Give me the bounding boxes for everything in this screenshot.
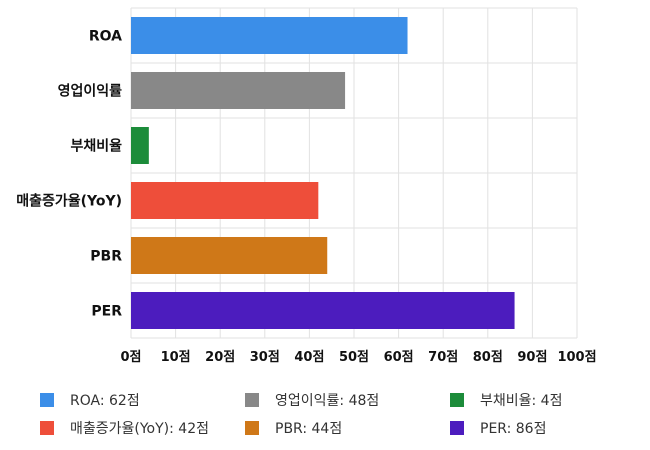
legend-item: ROA: 62점 bbox=[40, 390, 245, 410]
legend-label: 부채비율: 4점 bbox=[480, 393, 563, 409]
bar-0 bbox=[131, 17, 408, 54]
legend-item: 매출증가율(YoY): 42점 bbox=[40, 418, 245, 438]
x-tick-label: 70점 bbox=[428, 350, 458, 365]
legend-item: PBR: 44점 bbox=[245, 418, 450, 438]
bar-2 bbox=[131, 127, 149, 164]
x-tick-label: 80점 bbox=[473, 350, 503, 365]
x-tick-label: 10점 bbox=[161, 350, 191, 365]
legend-label: PBR: 44점 bbox=[275, 421, 343, 437]
legend-swatch bbox=[450, 393, 464, 407]
x-tick-label: 40점 bbox=[294, 350, 324, 365]
legend-swatch bbox=[450, 421, 464, 435]
category-label: ROA bbox=[89, 29, 122, 45]
x-tick-label: 0점 bbox=[120, 350, 141, 365]
x-tick-label: 90점 bbox=[517, 350, 547, 365]
legend-item: PER: 86점 bbox=[450, 418, 640, 438]
legend-swatch bbox=[245, 393, 259, 407]
category-label: 매출증가율(YoY) bbox=[16, 193, 122, 210]
category-label: PER bbox=[91, 304, 122, 320]
x-tick-label: 100점 bbox=[557, 350, 596, 365]
bar-3 bbox=[131, 182, 319, 219]
bar-5 bbox=[131, 292, 515, 329]
legend-item: 부채비율: 4점 bbox=[450, 390, 640, 410]
legend-swatch bbox=[40, 421, 54, 435]
legend-item: 영업이익률: 48점 bbox=[245, 390, 450, 410]
legend-label: 매출증가율(YoY): 42점 bbox=[70, 421, 209, 437]
legend-label: ROA: 62점 bbox=[70, 393, 140, 409]
legend-swatch bbox=[40, 393, 54, 407]
bar-4 bbox=[131, 237, 328, 274]
category-label: 영업이익률 bbox=[58, 83, 123, 100]
legend-label: 영업이익률: 48점 bbox=[275, 393, 380, 409]
x-tick-label: 20점 bbox=[205, 350, 235, 365]
x-tick-label: 60점 bbox=[384, 350, 414, 365]
x-tick-label: 50점 bbox=[339, 350, 369, 365]
category-label: PBR bbox=[90, 249, 122, 265]
legend-swatch bbox=[245, 421, 259, 435]
x-tick-label: 30점 bbox=[250, 350, 280, 365]
category-label: 부채비율 bbox=[70, 138, 122, 155]
legend-label: PER: 86점 bbox=[480, 421, 547, 437]
bar-1 bbox=[131, 72, 346, 109]
